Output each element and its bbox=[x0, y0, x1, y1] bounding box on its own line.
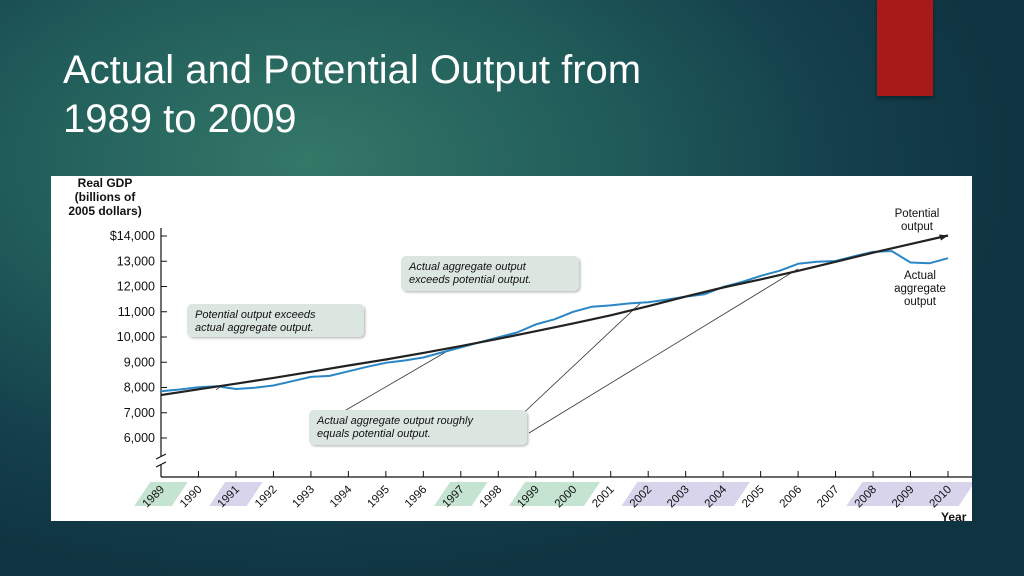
recession-band-2004 bbox=[696, 482, 750, 506]
x-tick-label-1993: 1993 bbox=[290, 484, 317, 511]
potential-output-line bbox=[160, 234, 949, 397]
annotation-2-line-1: Actual aggregate output bbox=[408, 261, 527, 273]
recession-bands bbox=[134, 482, 972, 506]
leader-line-3 bbox=[515, 302, 641, 421]
slide-title: Actual and Potential Output from 1989 to… bbox=[63, 46, 843, 144]
recession-band-1989 bbox=[134, 482, 188, 506]
recession-band-1997 bbox=[434, 482, 488, 506]
y-tick-label-6000: 6,000 bbox=[124, 431, 155, 445]
recession-band-1999 bbox=[509, 482, 563, 506]
annotation-box-1 bbox=[187, 304, 364, 337]
chart-panel: Real GDP (billions of 2005 dollars) $14,000… bbox=[51, 176, 972, 521]
accent-bar bbox=[877, 0, 933, 96]
annotation-box-2 bbox=[401, 256, 579, 291]
x-tick-label-1995: 1995 bbox=[365, 484, 392, 511]
annotation-2-line-2: exceeds potential output. bbox=[409, 274, 531, 286]
slide-title-line-1: Actual and Potential Output from bbox=[63, 48, 642, 92]
annotation-box-3 bbox=[309, 410, 527, 445]
recession-band-2003 bbox=[658, 482, 713, 506]
recession-band-2000 bbox=[546, 482, 600, 506]
series-label-actual-line-1: Actual bbox=[904, 270, 936, 282]
y-tick-label-8000: 8,000 bbox=[124, 381, 155, 395]
y-tick-label-14000: $14,000 bbox=[110, 229, 155, 243]
annotation-1-line-1: Potential output exceeds bbox=[195, 309, 316, 321]
annotation-3-line-1: Actual aggregate output roughly bbox=[316, 415, 474, 427]
axis-break-mark-2 bbox=[155, 461, 167, 468]
recession-band-2002 bbox=[621, 482, 675, 506]
series-label-potential-line-2: output bbox=[901, 221, 934, 233]
y-tick-label-11000: 11,000 bbox=[118, 305, 155, 319]
x-tick-label-1996: 1996 bbox=[403, 484, 430, 511]
recession-band-2008 bbox=[846, 482, 900, 506]
annotation-1-line-2: actual aggregate output. bbox=[195, 322, 314, 334]
axis-break-mark-1 bbox=[155, 453, 167, 460]
x-tick-label-1994: 1994 bbox=[328, 483, 355, 510]
recession-band-2010 bbox=[921, 482, 972, 506]
leader-line-4 bbox=[528, 268, 799, 434]
y-axis-label-line-1: Real GDP bbox=[78, 176, 133, 190]
leader-line-2 bbox=[333, 347, 454, 418]
x-tick-label-2006: 2006 bbox=[778, 484, 805, 511]
y-tick-label-10000: 10,000 bbox=[117, 330, 155, 344]
x-tick-label-2007: 2007 bbox=[815, 484, 842, 511]
x-axis-label: Year bbox=[941, 510, 967, 521]
y-axis-label-line-3: 2005 dollars) bbox=[68, 204, 141, 218]
annotation-3-line-2: equals potential output. bbox=[317, 428, 431, 440]
recession-band-2009 bbox=[883, 482, 938, 506]
y-axis-label-line-2: (billions of bbox=[75, 190, 137, 204]
series-label-actual-line-2: aggregate bbox=[894, 283, 946, 295]
annotation-leader-lines bbox=[215, 268, 799, 434]
y-tick-label-12000: 12,000 bbox=[117, 280, 155, 294]
chart-series bbox=[160, 234, 949, 397]
y-tick-label-13000: 13,000 bbox=[117, 254, 155, 268]
series-label-actual-line-3: output bbox=[904, 296, 937, 308]
slide-title-line-2: 1989 to 2009 bbox=[63, 97, 297, 141]
y-tick-label-7000: 7,000 bbox=[124, 406, 155, 420]
y-tick-label-9000: 9,000 bbox=[124, 355, 155, 369]
potential-line-arrowhead bbox=[939, 234, 948, 241]
series-label-potential-line-1: Potential bbox=[895, 208, 940, 220]
recession-band-1991 bbox=[209, 482, 263, 506]
actual-output-line bbox=[160, 250, 949, 393]
